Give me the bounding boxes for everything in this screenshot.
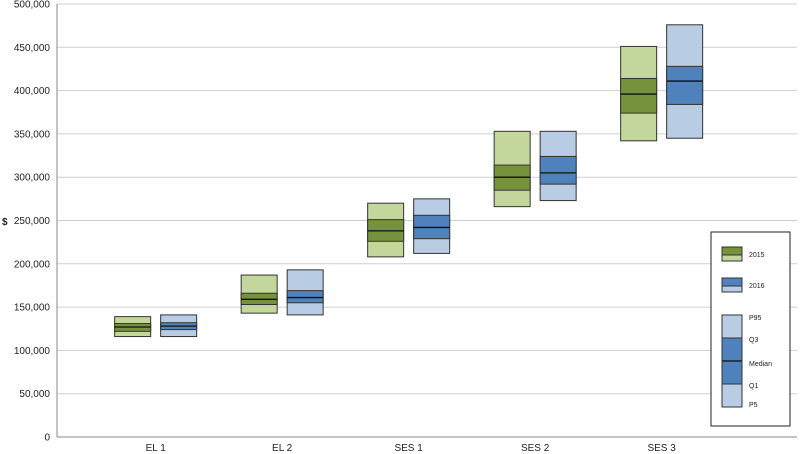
legend-series-label: 2016 xyxy=(749,283,765,290)
x-category-label: SES 1 xyxy=(394,443,423,454)
legend-swatch-dark xyxy=(721,246,743,256)
legend-stat-label: Q3 xyxy=(749,337,758,344)
legend-swatch-light xyxy=(721,285,743,293)
y-tick-label: 450,000 xyxy=(14,43,51,54)
box-2016-ses-1 xyxy=(413,198,451,254)
x-category-label: SES 3 xyxy=(647,443,676,454)
box-2015-ses-2 xyxy=(493,130,531,208)
legend-stat-label: Q1 xyxy=(749,383,758,390)
x-category-labels: EL 1 EL 2 SES 1 SES 2 SES 3 xyxy=(146,443,677,454)
x-category-label: SES 2 xyxy=(521,443,550,454)
box-2015-el-2 xyxy=(240,274,278,314)
box-2016-el-2 xyxy=(286,269,324,316)
box-q1-q3 xyxy=(286,290,324,304)
box-q1-q3 xyxy=(620,77,658,114)
box-q1-q3 xyxy=(539,155,577,185)
legend-stat-label: P5 xyxy=(749,402,758,409)
y-tick-label: 50,000 xyxy=(19,389,50,400)
box-q1-q3 xyxy=(666,65,704,105)
y-tick-label: 400,000 xyxy=(14,86,51,97)
axes: $ xyxy=(2,4,797,438)
y-tick-label: 300,000 xyxy=(14,173,51,184)
box-series xyxy=(114,24,704,338)
y-tick-label: 200,000 xyxy=(14,259,51,270)
y-axis-label: $ xyxy=(2,217,8,228)
legend-swatch-dark xyxy=(721,277,743,287)
y-tick-label: 150,000 xyxy=(14,303,51,314)
box-2015-el-1 xyxy=(114,316,152,338)
legend: 2015 2016 P95 Q3 Median Q1 P5 xyxy=(710,231,791,427)
y-tick-label: 0 xyxy=(44,433,50,444)
y-tick-label: 500,000 xyxy=(14,0,51,11)
y-tick-label: 350,000 xyxy=(14,129,51,140)
y-tick-labels: 0 50,000 100,000 150,000 200,000 250,000 300,0… xyxy=(14,0,51,444)
y-tick-label: 250,000 xyxy=(14,216,51,227)
y-tick-label: 100,000 xyxy=(14,346,51,357)
box-2015-ses-1 xyxy=(367,202,405,258)
box-2015-ses-3 xyxy=(620,45,658,142)
legend-stat-label: P95 xyxy=(749,315,762,322)
x-category-label: EL 1 xyxy=(146,443,167,454)
box-2016-ses-3 xyxy=(666,24,704,139)
legend-swatch-light xyxy=(721,254,743,262)
x-category-label: EL 2 xyxy=(272,443,293,454)
box-2016-el-1 xyxy=(160,314,198,338)
box-2016-ses-2 xyxy=(539,130,577,202)
legend-stat-label: Median xyxy=(749,361,772,368)
legend-series-label: 2015 xyxy=(749,252,765,259)
